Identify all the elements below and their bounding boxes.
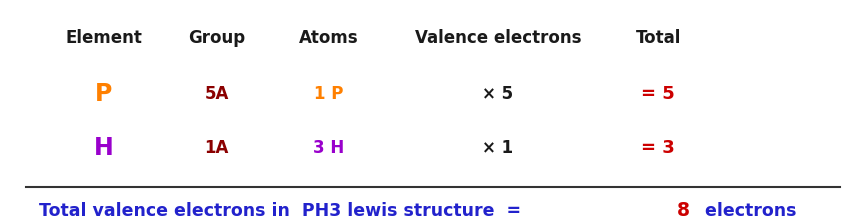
Text: Group: Group (188, 29, 245, 47)
Text: Element: Element (66, 29, 142, 47)
Text: Total: Total (636, 29, 681, 47)
Text: Valence electrons: Valence electrons (415, 29, 581, 47)
Text: 1A: 1A (204, 139, 229, 157)
Text: Total valence electrons in  PH3 lewis structure  =: Total valence electrons in PH3 lewis str… (39, 202, 533, 220)
Text: = 3: = 3 (642, 139, 675, 157)
Text: electrons: electrons (694, 202, 797, 220)
Text: × 5: × 5 (482, 85, 514, 103)
Text: = 5: = 5 (642, 85, 675, 103)
Text: 3 H: 3 H (313, 139, 345, 157)
Text: Atoms: Atoms (300, 29, 359, 47)
Text: 1 P: 1 P (314, 85, 344, 103)
Text: 5A: 5A (204, 85, 229, 103)
Text: × 1: × 1 (482, 139, 514, 157)
Text: 8: 8 (676, 201, 689, 220)
Text: P: P (95, 82, 113, 106)
Text: H: H (94, 136, 113, 160)
